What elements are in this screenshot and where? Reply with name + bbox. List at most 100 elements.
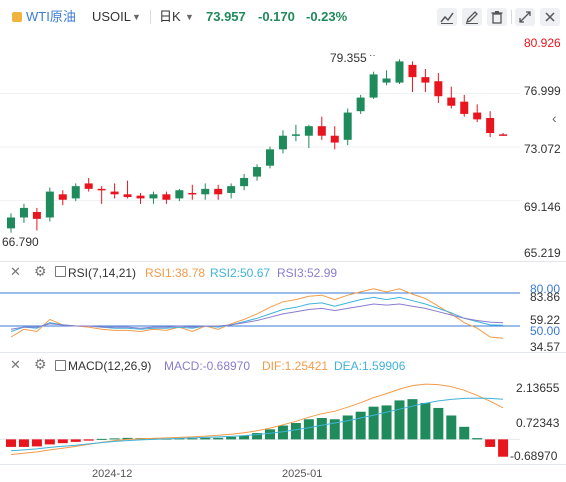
macd-bar: [407, 399, 418, 440]
time-axis-label: 2024-12: [92, 468, 133, 480]
macd-axis-label: 0.72343: [516, 416, 560, 430]
candle-body: [486, 118, 495, 134]
rsi-axis-label: 34.57: [530, 340, 561, 354]
candle-body: [369, 74, 378, 98]
time-axis-label: 2025-01: [282, 468, 323, 480]
draw-icon[interactable]: [462, 8, 482, 26]
rsi-line-rsi3: [10, 303, 504, 330]
candle-body: [330, 135, 339, 143]
macd-value: MACD:-0.68970: [164, 359, 251, 373]
macd-bar: [316, 418, 327, 440]
macd-bar: [18, 439, 29, 447]
rsi3-value: RSI3:52.99: [277, 266, 338, 280]
rsi-settings-icon[interactable]: ⚙: [34, 263, 47, 279]
candle-body: [136, 195, 145, 199]
rsi-close-icon[interactable]: ✕: [10, 264, 21, 279]
macd-bar: [433, 407, 444, 440]
macd-bar: [57, 439, 68, 444]
macd-bar: [239, 435, 250, 440]
candle-body: [71, 186, 80, 199]
macd-bar: [420, 402, 431, 440]
candle-body: [317, 126, 326, 136]
macd-bar: [472, 438, 483, 440]
macd-lock-icon[interactable]: [55, 360, 66, 371]
macd-line-dea: [10, 397, 504, 452]
macd-close-icon[interactable]: ✕: [10, 357, 21, 372]
rsi2-value: RSI2:50.67: [210, 266, 271, 280]
candle-body: [408, 64, 417, 78]
chart-type-icon[interactable]: [437, 8, 457, 26]
price-change: -0.170: [258, 9, 295, 24]
macd-bar: [44, 439, 55, 445]
symbol-name[interactable]: WTI原油: [26, 9, 76, 24]
macd-bar: [355, 411, 366, 440]
macd-bar: [446, 415, 457, 440]
macd-axis-label: 2.13655: [516, 381, 560, 395]
candle-body: [149, 194, 158, 199]
candle-body: [266, 149, 274, 166]
tool-divider: [511, 10, 512, 24]
macd-bar: [498, 439, 509, 457]
interval-select[interactable]: 日K: [159, 9, 181, 24]
macd-bar: [303, 419, 314, 440]
macd-bar: [187, 438, 198, 440]
candle-body: [304, 126, 313, 136]
macd-bar: [329, 419, 340, 440]
macd-bar: [213, 437, 224, 440]
rsi-lock-icon[interactable]: [55, 266, 66, 277]
candle-body: [240, 177, 249, 187]
macd-bar: [6, 439, 16, 447]
candle-body: [58, 194, 67, 200]
macd-bar: [96, 438, 107, 440]
rsi-line-rsi1: [10, 288, 504, 339]
macd-chart[interactable]: [0, 372, 520, 464]
macd-bar: [31, 439, 42, 447]
macd-bar: [226, 436, 237, 440]
fullscreen-icon[interactable]: [515, 8, 535, 26]
price-change-pct: -0.23%: [306, 9, 348, 24]
rsi-title: RSI(7,14,21): [68, 266, 137, 280]
candle-body: [395, 61, 404, 83]
candle-body: [291, 134, 300, 136]
candle-body: [214, 188, 223, 195]
candle-body: [19, 207, 28, 218]
macd-bar: [70, 439, 81, 442]
high-annotation: 79.355: [330, 51, 367, 65]
interval-dropdown-icon[interactable]: ▼: [185, 12, 194, 22]
rsi-axis-label: 50.00: [530, 324, 561, 338]
price-axis-tag: 80.926: [524, 36, 561, 50]
macd-bar: [342, 415, 353, 440]
candle-body: [253, 167, 262, 177]
pane-separator: [0, 352, 566, 353]
rsi-chart[interactable]: [0, 280, 520, 350]
macd-bar: [265, 429, 275, 440]
price-axis-label: 73.072: [524, 142, 561, 156]
symbol-code[interactable]: USOIL: [92, 9, 132, 24]
candle-body: [499, 134, 508, 136]
candle-body: [382, 78, 391, 83]
candle-body: [434, 81, 443, 97]
macd-bar: [122, 437, 133, 440]
symbol-dropdown-icon[interactable]: ▼: [132, 12, 141, 22]
macd-bar: [200, 437, 211, 440]
candlestick-chart[interactable]: [0, 34, 520, 260]
macd-title: MACD(12,26,9): [68, 359, 152, 373]
price-axis-label: 69.146: [524, 200, 561, 214]
candle-body: [447, 97, 456, 106]
symbol-swatch: [12, 12, 22, 22]
collapse-panel-icon[interactable]: ‹: [552, 110, 557, 126]
dif-value: DIF:1.25421: [262, 359, 329, 373]
last-price: 73.957: [206, 9, 246, 24]
candle-body: [84, 183, 93, 189]
rsi-axis-label: 80.00: [530, 282, 561, 296]
candle-body: [32, 212, 41, 219]
candle-body: [188, 192, 197, 195]
close-icon[interactable]: [540, 8, 560, 26]
price-axis-label: 65.219: [524, 246, 561, 260]
macd-settings-icon[interactable]: ⚙: [34, 356, 47, 372]
candle-body: [162, 194, 171, 200]
candle-body: [175, 190, 184, 199]
trash-icon[interactable]: [487, 8, 507, 26]
candle-body: [201, 188, 210, 195]
candle-body: [356, 97, 365, 112]
